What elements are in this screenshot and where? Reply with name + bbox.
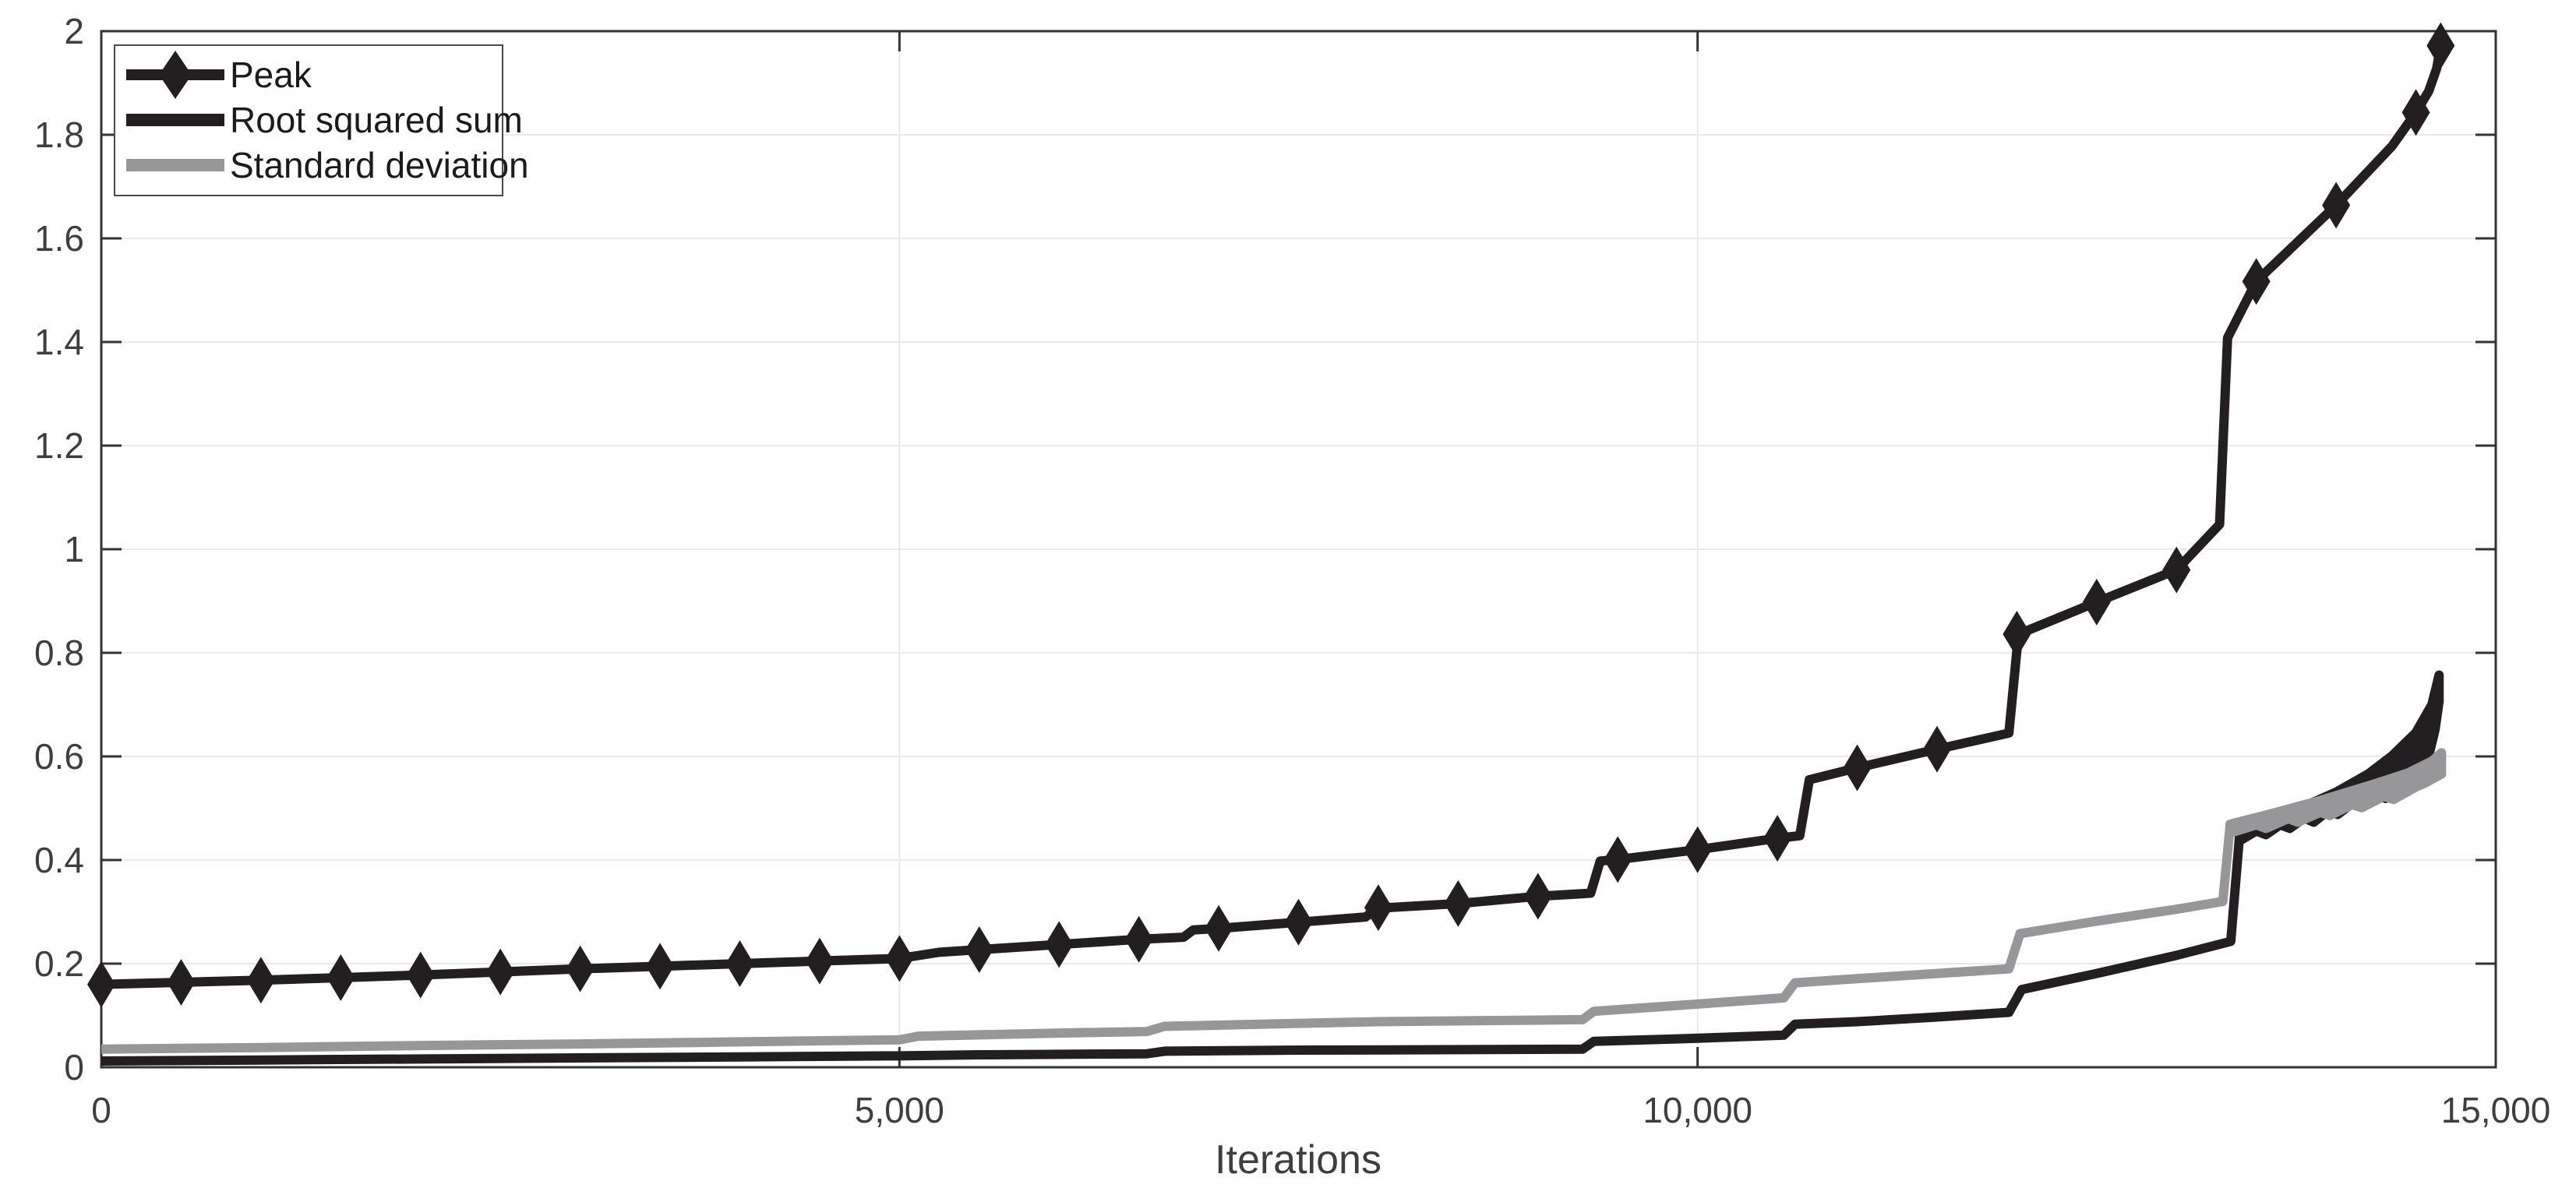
peak-diamond-marker: [1205, 904, 1233, 952]
series-root-squared-sum: [101, 670, 2444, 1066]
peak-diamond-marker: [2082, 578, 2111, 626]
peak-diamond-marker: [1523, 872, 1552, 920]
y-tick-label: 0: [64, 1047, 84, 1088]
peak-diamond-marker: [246, 957, 275, 1004]
x-tick-label: 15,000: [2441, 1090, 2551, 1130]
peak-diamond-marker: [725, 940, 754, 987]
legend: Peak Root squared sum Standard deviation: [114, 44, 529, 196]
peak-diamond-marker: [1444, 880, 1473, 927]
peak-diamond-marker: [2426, 22, 2455, 69]
y-tick-label: 0.2: [34, 943, 84, 984]
peak-diamond-marker: [167, 958, 196, 1006]
peak-diamond-marker: [1124, 915, 1153, 963]
peak-diamond-marker: [406, 951, 435, 999]
root-squared-sum-line: [101, 835, 2245, 1066]
peak-diamond-marker: [87, 961, 115, 1008]
x-tick-label: 0: [91, 1090, 111, 1130]
legend-item-peak: Peak: [126, 51, 312, 99]
peak-diamond-marker: [1683, 826, 1712, 873]
legend-item-standard-deviation: Standard deviation: [126, 145, 529, 185]
legend-label-peak: Peak: [230, 55, 312, 95]
y-tick-label: 1.6: [34, 218, 84, 259]
standard-deviation-envelope: [2225, 748, 2447, 838]
series-standard-deviation: [101, 748, 2447, 1054]
legend-label-root-squared-sum: Root squared sum: [230, 100, 523, 140]
x-tick-label: 10,000: [1643, 1090, 1752, 1130]
tick-labels: 0 5,000 10,000 15,000 0 0.2 0.4 0.6 0.8 1 1.2 1.4 1.…: [34, 11, 2550, 1130]
peak-diamond-marker: [326, 954, 355, 1001]
peak-diamond-marker: [646, 943, 675, 990]
peak-diamond-marker: [1763, 815, 1792, 862]
peak-diamond-marker: [2401, 89, 2430, 136]
y-tick-label: 1: [64, 529, 84, 569]
peak-diamond-marker: [885, 935, 914, 982]
gridlines: [101, 31, 2496, 1067]
peak-diamond-marker: [1364, 884, 1392, 932]
data-series: [87, 22, 2455, 1066]
peak-diamond-marker: [2162, 546, 2191, 594]
y-tick-label: 0.6: [34, 736, 84, 777]
y-tick-label: 1.8: [34, 115, 84, 155]
peak-diamond-marker: [2322, 182, 2351, 229]
series-peak: [87, 22, 2455, 1008]
x-axis-title: Iterations: [1215, 1137, 1382, 1183]
y-tick-label: 2: [64, 11, 84, 51]
peak-diamond-marker: [805, 937, 834, 985]
standard-deviation-line: [101, 826, 2235, 1054]
y-tick-label: 1.4: [34, 322, 84, 362]
y-tick-label: 0.4: [34, 840, 84, 880]
peak-diamond-marker: [566, 945, 595, 992]
legend-diamond-icon: [159, 51, 192, 99]
legend-label-standard-deviation: Standard deviation: [230, 145, 529, 185]
peak-diamond-marker: [1045, 921, 1074, 968]
peak-diamond-marker: [1284, 898, 1313, 946]
legend-item-root-squared-sum: Root squared sum: [126, 100, 523, 140]
x-tick-label: 5,000: [855, 1090, 944, 1130]
peak-diamond-marker: [1604, 836, 1632, 883]
peak-diamond-marker: [1843, 744, 1872, 791]
peak-diamond-marker: [2003, 611, 2031, 658]
peak-diamond-marker: [965, 926, 993, 974]
peak-diamond-marker: [486, 948, 515, 996]
y-tick-label: 0.8: [34, 633, 84, 673]
peak-diamond-marker: [2242, 258, 2271, 305]
peak-diamond-marker: [1922, 725, 1951, 773]
y-tick-label: 1.2: [34, 425, 84, 466]
axis-ticks: [100, 31, 2497, 1067]
